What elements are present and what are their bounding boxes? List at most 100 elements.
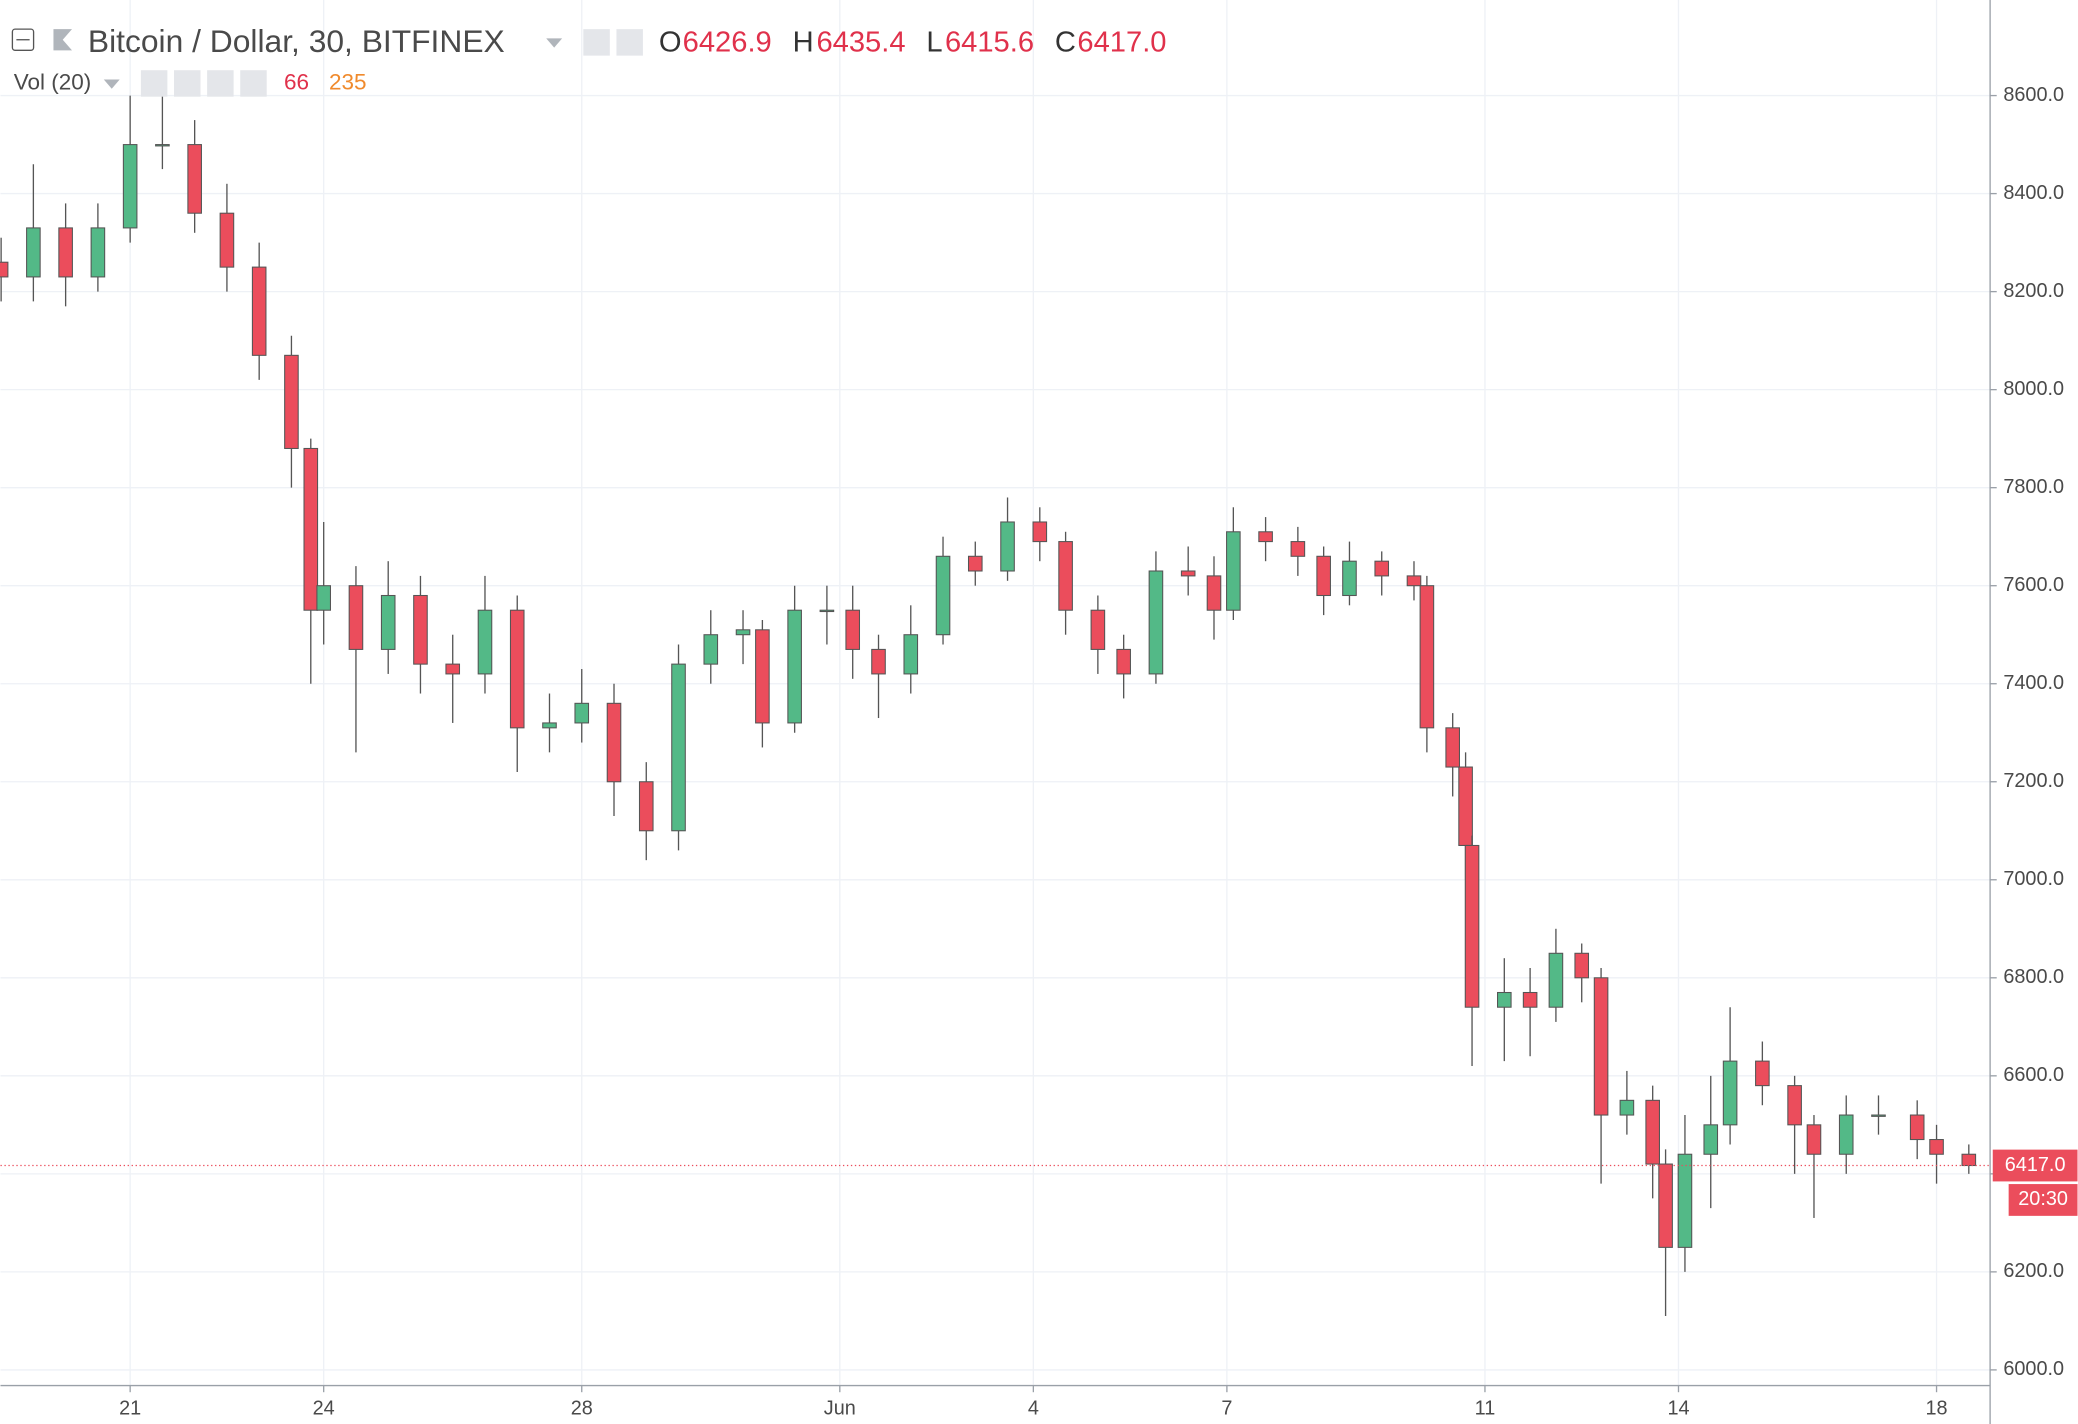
candle-body [1419,585,1435,729]
vol-dropdown-icon[interactable] [103,79,120,89]
candle-body [1929,1139,1944,1155]
x-tick-label: 24 [313,1398,335,1420]
candle-body [871,648,886,675]
ohlc-value: 6426.9 [683,26,772,58]
candle-body [542,722,557,729]
candle-body [819,609,835,613]
ohlc-value: 6415.6 [945,26,1034,58]
candle-body [155,144,170,147]
candle-body [638,781,654,832]
y-tick-label: 6600.0 [2003,1064,2064,1086]
x-tick-label: 11 [1475,1398,1496,1420]
candle-body [1316,555,1331,597]
candle-body [1574,952,1590,979]
candle-body [1961,1153,1977,1167]
candle-body [755,629,770,724]
y-tick-label: 8200.0 [2003,280,2064,302]
dropdown-icon[interactable] [546,38,563,48]
x-tick-label: 18 [1926,1398,1948,1420]
x-tick-label: 14 [1667,1398,1689,1420]
countdown-badge [2008,1184,2078,1216]
chart-title: Bitcoin / Dollar, 30, BITFINEX [88,23,505,59]
countdown-label: 20:30 [2018,1188,2068,1210]
y-tick-label: 6800.0 [2003,966,2064,988]
candle-body [0,261,9,278]
candle-body [1722,1060,1738,1126]
candle-body [903,634,919,675]
candle-body [348,585,364,650]
y-tick-label: 7600.0 [2003,574,2064,596]
candle-body [445,663,461,675]
y-tick-label: 7200.0 [2003,770,2064,792]
candle-body [1290,541,1306,557]
candle-body [219,212,235,268]
ohlc-key: C [1055,26,1076,58]
last-price-badge [1992,1149,2078,1182]
candle-body [1406,575,1422,587]
candle-body [303,447,319,611]
candle-body [1000,521,1015,572]
y-tick-label: 7400.0 [2003,672,2064,694]
candle-body [284,354,299,449]
volume-name: Vol (20) [14,69,92,94]
ohlc-value: 6417.0 [1077,26,1166,58]
candle-body [787,609,802,724]
candle-body [413,594,428,665]
y-tick-label: 8600.0 [2003,84,2064,106]
candle-body [1148,570,1164,675]
candle-body [1497,991,1512,1008]
candle-body [1032,521,1048,543]
candle-body [671,663,686,832]
candle-body [122,144,138,229]
candle-body [509,609,525,729]
candle-body [1226,531,1241,611]
ohlc-key: O [659,26,682,58]
candle-body [1787,1085,1802,1126]
candle-body [58,227,73,278]
candle-body [316,585,331,611]
collapse-icon[interactable] [11,28,35,51]
candle-body [1180,570,1196,577]
candle-body [1909,1114,1925,1141]
candle-body [1058,541,1073,611]
y-tick-label: 6200.0 [2003,1260,2064,1282]
candle-body [1593,977,1609,1116]
vol-close-icon[interactable] [240,70,267,97]
candle-body [1522,991,1538,1008]
candle-body [1703,1124,1719,1155]
candle-body [935,555,951,636]
candle-body [477,609,493,675]
x-tick-label: 28 [571,1398,593,1420]
y-tick-label: 8000.0 [2003,378,2064,400]
candle-body [187,144,202,214]
y-tick-label: 6000.0 [2003,1358,2064,1380]
candle-body [90,227,106,278]
candle-body [703,634,719,665]
candle-body [574,702,590,724]
candle-body [1677,1153,1693,1248]
candle-body [1116,648,1131,675]
candle-body [1871,1114,1886,1117]
candle-body [967,555,983,572]
vol-settings-icon[interactable] [174,70,201,97]
last-price-label: 6417.0 [2005,1154,2066,1176]
vol-add-icon[interactable] [207,70,234,97]
vol-eye-icon[interactable] [140,70,168,97]
candle-body [735,629,751,636]
candle-body [1342,560,1357,597]
settings-icon[interactable] [616,29,643,56]
volume-value: 66 [284,69,309,94]
x-tick-label: Jun [824,1398,856,1420]
ohlc-key: L [926,26,942,58]
volume-average: 235 [329,69,367,94]
candle-body [1619,1099,1635,1116]
candle-body [26,227,41,278]
candle-body [1090,609,1106,650]
ohlc-value: 6435.4 [816,26,905,58]
candle-body [1464,844,1480,1008]
eye-icon[interactable] [583,29,610,56]
candle-body [251,266,267,356]
candle-body [1206,575,1222,611]
